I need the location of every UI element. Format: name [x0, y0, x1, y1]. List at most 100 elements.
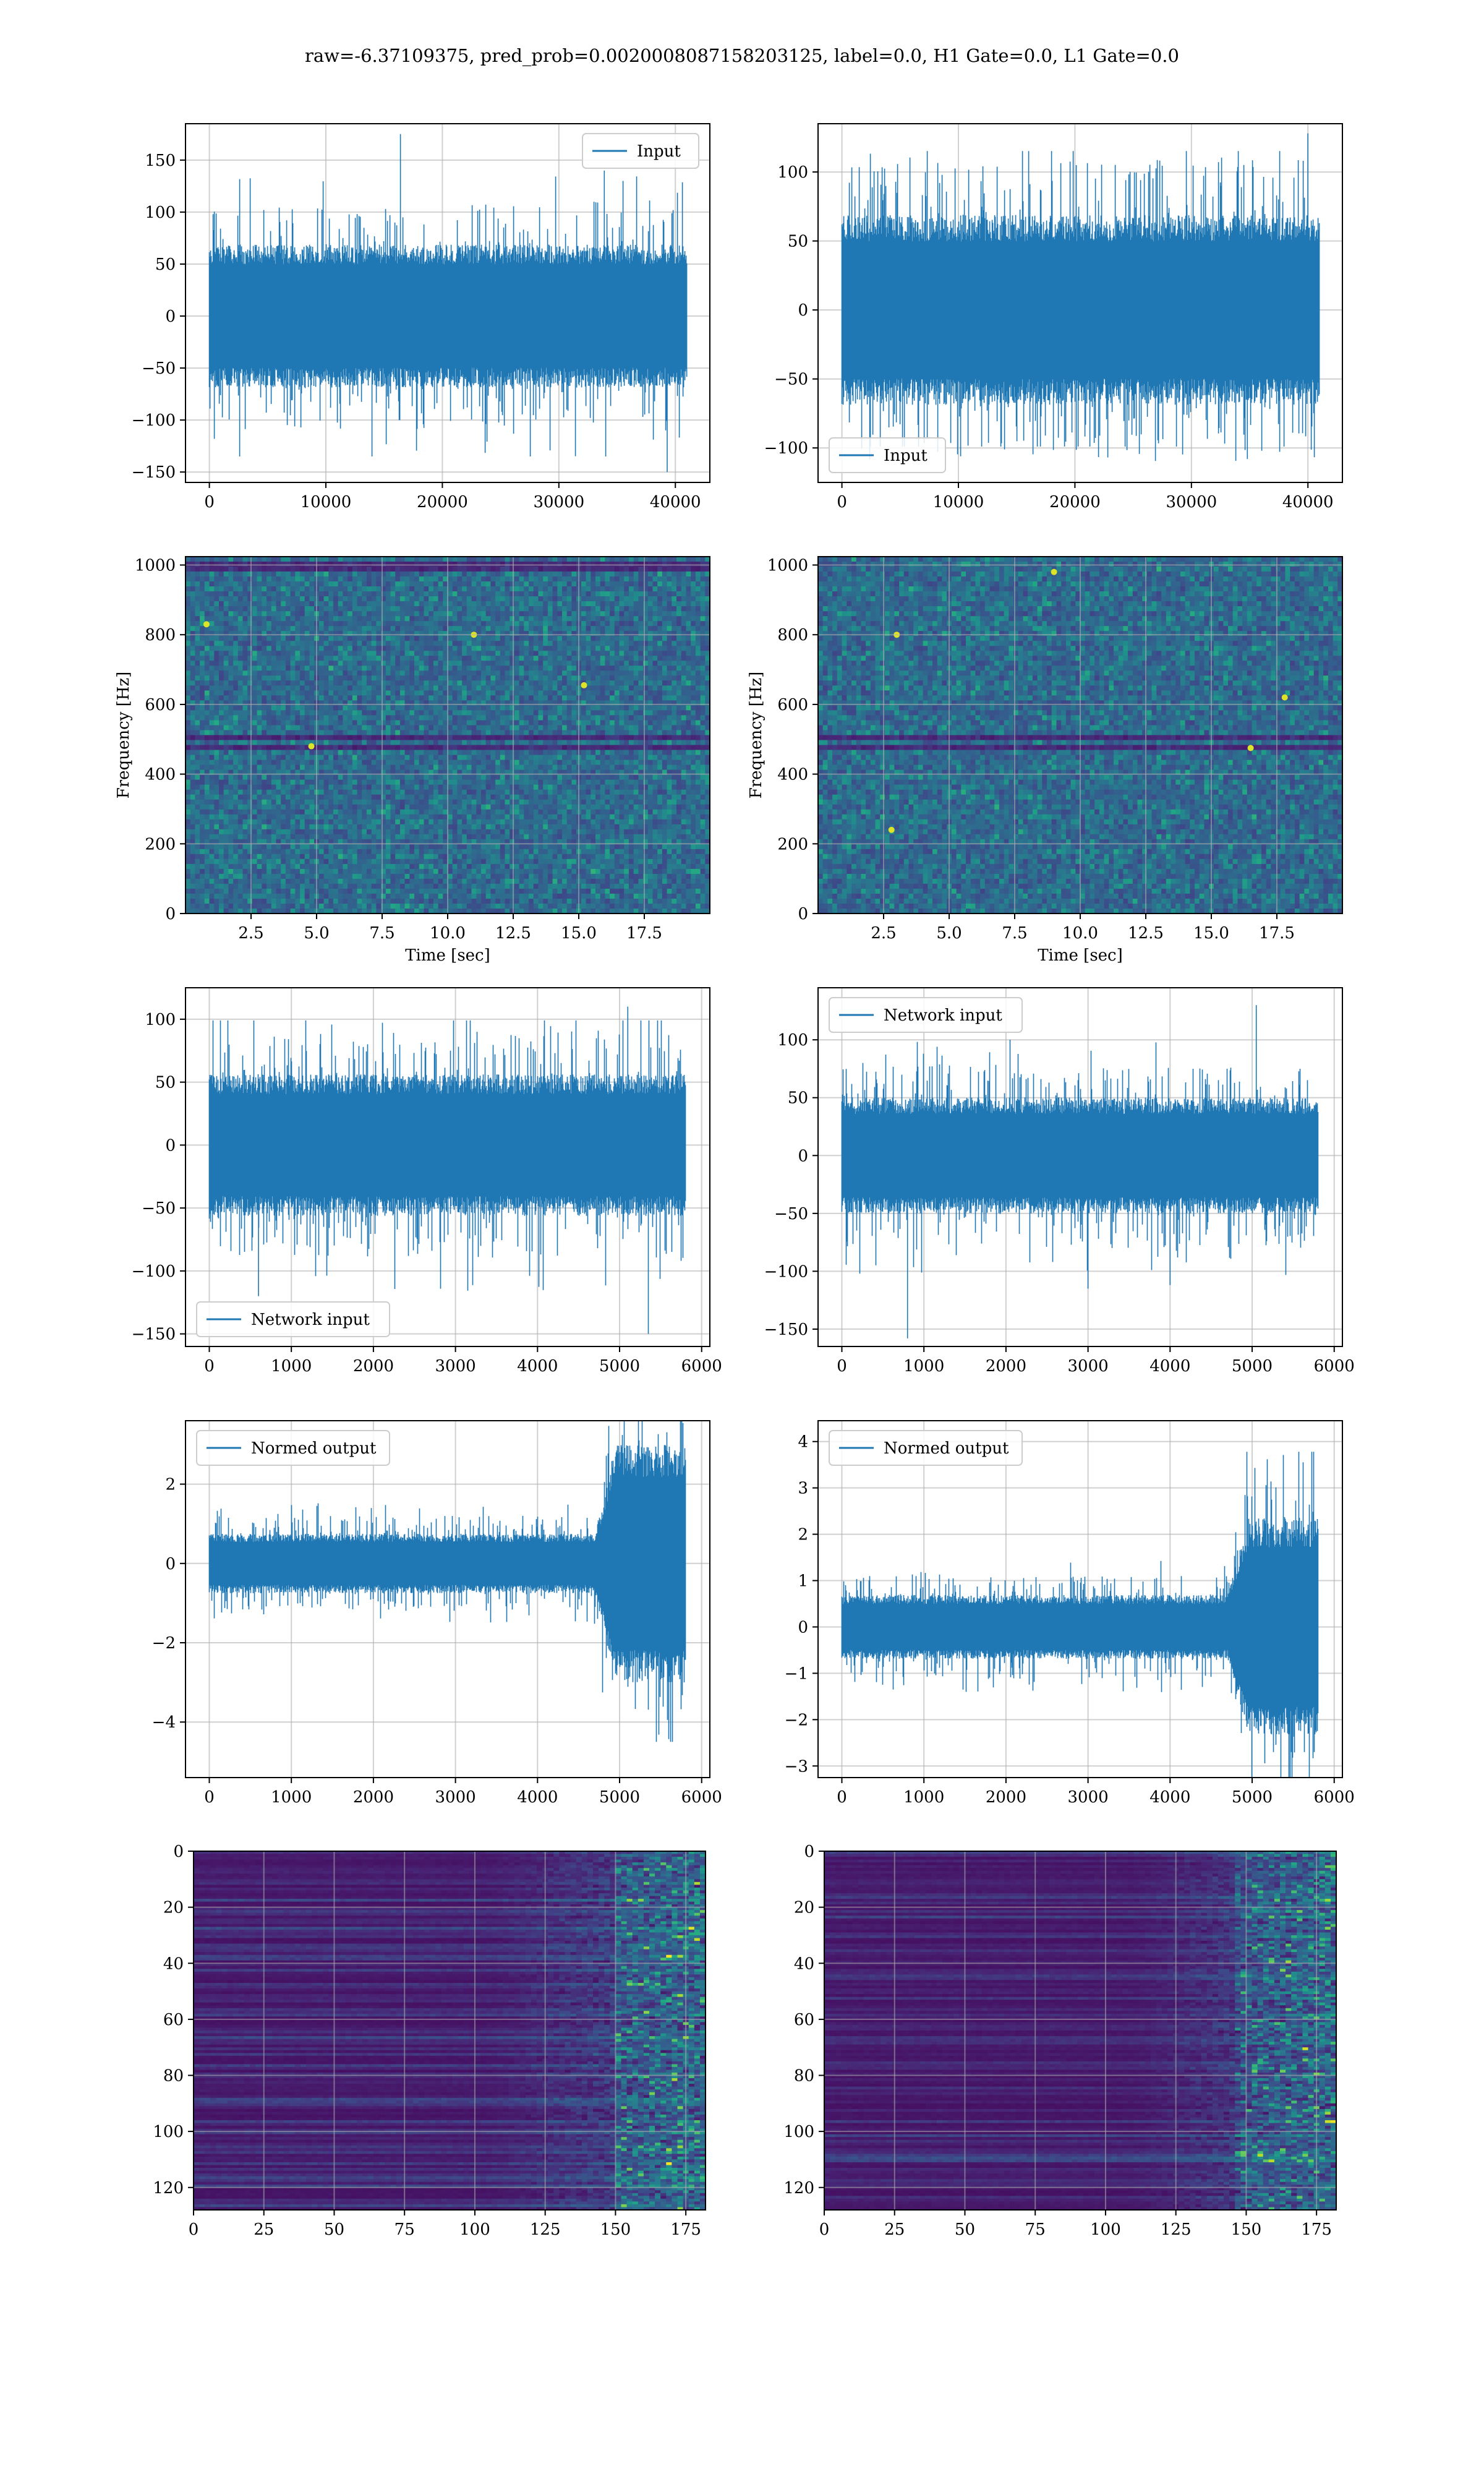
spectrogram-cell	[262, 651, 267, 656]
spectrogram-cell	[414, 606, 419, 612]
spectrogram-cell	[295, 651, 300, 656]
spectrogram-cell	[257, 656, 262, 661]
spectrogram-cell	[586, 626, 591, 631]
spectrogram-cell	[557, 626, 562, 631]
spectrogram-cell	[324, 616, 329, 622]
spectrogram-cell	[467, 562, 472, 567]
spectrogram-cell	[548, 571, 553, 577]
spectrogram-cell	[648, 562, 653, 567]
spectrogram-cell	[539, 581, 544, 587]
y-tick-label: −50	[774, 1205, 808, 1223]
spectrogram-cell	[500, 567, 505, 572]
spectrogram-cell	[233, 611, 238, 617]
spectrogram-cell	[696, 571, 701, 577]
spectrogram-cell	[352, 656, 357, 661]
spectrogram-cell	[571, 581, 576, 587]
spectrogram-cell	[653, 567, 658, 572]
spectrogram-cell	[553, 675, 558, 681]
spectrogram-cell	[409, 611, 414, 617]
spectrogram-cell	[519, 646, 524, 651]
spectrogram-cell	[243, 685, 248, 691]
spectrogram-cell	[362, 606, 367, 612]
spectrogram-cell	[519, 680, 524, 686]
spectrogram-cell	[295, 670, 300, 676]
spectrogram-cell	[620, 596, 625, 602]
spectrogram-cell	[276, 631, 281, 636]
spectrogram-cell	[453, 641, 458, 646]
spectrogram-cell	[243, 636, 248, 641]
spectrogram-cell	[591, 586, 595, 592]
spectrogram-cell	[557, 661, 562, 666]
spectrogram-cell	[519, 631, 524, 636]
spectrogram-cell	[571, 576, 576, 582]
spectrogram-cell	[610, 581, 615, 587]
spectrogram-cell	[238, 611, 243, 617]
spectrogram-cell	[691, 611, 696, 617]
spectrogram-cell	[648, 611, 653, 617]
spectrogram-cell	[291, 621, 296, 627]
spectrogram-cell	[286, 646, 291, 651]
spectrogram-cell	[495, 606, 500, 612]
spectrogram-cell	[186, 621, 190, 627]
spectrogram-cell	[495, 611, 500, 617]
spectrogram-cell	[595, 680, 600, 686]
spectrogram-cell	[505, 656, 510, 661]
spectrogram-cell	[672, 586, 676, 592]
spectrogram-cell	[591, 581, 595, 587]
spectrogram-cell	[324, 636, 329, 641]
spectrogram-cell	[519, 656, 524, 661]
spectrogram-cell	[205, 641, 210, 646]
spectrogram-cell	[519, 606, 524, 612]
spectrogram-cell	[247, 631, 252, 636]
spectrogram-cell	[701, 591, 706, 597]
spectrogram-cell	[438, 646, 443, 651]
spectrogram-cell	[238, 666, 243, 671]
spectrogram-cell	[676, 675, 681, 681]
spectrogram-cell	[238, 651, 243, 656]
spectrogram-cell	[357, 685, 362, 691]
spectrogram-cell	[395, 621, 400, 627]
spectrogram-cell	[424, 606, 429, 612]
spectrogram-cell	[252, 666, 257, 671]
spectrogram-cell	[267, 651, 271, 656]
spectrogram-cell	[391, 576, 396, 582]
spectrogram-cell	[190, 680, 195, 686]
y-tick-label: 2	[165, 1476, 176, 1494]
spectrogram-cell	[238, 601, 243, 607]
spectrogram-cell	[681, 670, 686, 676]
spectrogram-cell	[281, 562, 286, 567]
spectrogram-cell	[195, 591, 200, 597]
spectrogram-cell	[519, 666, 524, 671]
spectrogram-cell	[662, 636, 667, 641]
spectrogram-cell	[362, 656, 367, 661]
spectrogram-cell	[519, 670, 524, 676]
spectrogram-cell	[610, 591, 615, 597]
spectrogram-cell	[462, 656, 467, 661]
spectrogram-cell	[281, 567, 286, 572]
spectrogram-cell	[600, 626, 605, 631]
spectrogram-cell	[262, 656, 267, 661]
spectrogram-cell	[343, 562, 348, 567]
spectrogram-cell	[386, 591, 391, 597]
spectrogram-cell	[252, 601, 257, 607]
x-tick-label: 6000	[1314, 1788, 1355, 1807]
spectrogram-cell	[224, 685, 229, 691]
spectrogram-cell	[391, 646, 396, 651]
spectrogram-cell	[195, 680, 200, 686]
spectrogram-cell	[228, 670, 233, 676]
spectrogram-cell	[672, 611, 676, 617]
spectrogram-cell	[696, 631, 701, 636]
spectrogram-cell	[490, 576, 495, 582]
spectrogram-cell	[500, 616, 505, 622]
spectrogram-cell	[557, 616, 562, 622]
spectrogram-cell	[405, 601, 410, 607]
spectrogram-cell	[553, 651, 558, 656]
spectrogram-cell	[400, 591, 405, 597]
spectrogram-cell	[634, 616, 639, 622]
spectrogram-cell	[405, 680, 410, 686]
spectrogram-cell	[476, 621, 481, 627]
spectrogram-cell	[672, 651, 676, 656]
spectrogram-cell	[386, 562, 391, 567]
spectrogram-cell	[586, 631, 591, 636]
spectrogram-cell	[281, 586, 286, 592]
